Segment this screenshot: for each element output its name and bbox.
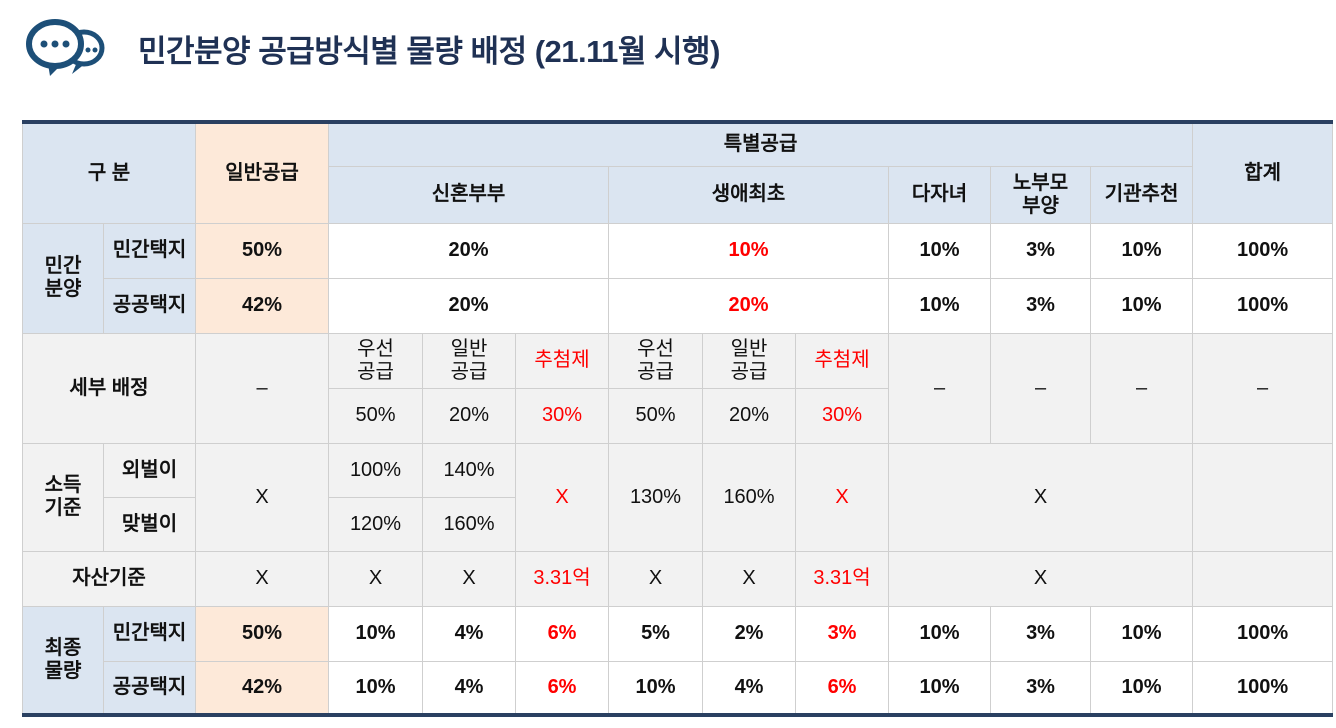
first-time-priority-value: 50% xyxy=(608,387,704,444)
sub-header-priority: 우선 공급 xyxy=(328,332,424,389)
first-time-priority-income: 130% xyxy=(608,442,704,552)
newlywed-lottery-income: X xyxy=(515,442,610,552)
institution-value: – xyxy=(1090,332,1194,444)
first-time-header: 생애최초 xyxy=(608,165,890,224)
total-value: 100% xyxy=(1192,277,1334,334)
newlywed-priority-value: 50% xyxy=(328,387,424,444)
institution-value: 10% xyxy=(1090,605,1194,662)
institution-header: 기관추천 xyxy=(1090,165,1194,224)
row-label: 민간택지 xyxy=(102,605,197,662)
first-time-value: 10% xyxy=(608,222,890,279)
general-value: 42% xyxy=(195,660,330,716)
multi-child-value: 10% xyxy=(888,222,992,279)
newlywed-value: 20% xyxy=(328,277,610,334)
total-income xyxy=(1192,442,1334,552)
first-time-priority-asset: X xyxy=(608,550,704,607)
total-value: – xyxy=(1192,332,1334,444)
first-time-general-final: 4% xyxy=(702,660,797,716)
others-asset: X xyxy=(888,550,1194,607)
newlywed-general-single: 140% xyxy=(422,442,517,498)
total-value: 100% xyxy=(1192,660,1334,716)
newlywed-lottery-final: 6% xyxy=(515,660,610,716)
general-value: – xyxy=(195,332,330,444)
single-income-label: 외벌이 xyxy=(102,442,197,498)
newlywed-lottery-asset: 3.31억 xyxy=(515,550,610,607)
first-time-lottery-income: X xyxy=(795,442,890,552)
first-time-lottery-final: 6% xyxy=(795,660,890,716)
dual-income-label: 맞벌이 xyxy=(102,496,197,552)
first-time-value: 20% xyxy=(608,277,890,334)
institution-value: 10% xyxy=(1090,660,1194,716)
first-time-priority-final: 10% xyxy=(608,660,704,716)
elderly-value: – xyxy=(990,332,1092,444)
total-header: 합계 xyxy=(1192,121,1334,224)
final-volume-label: 최종 물량 xyxy=(22,605,104,716)
page-header: 민간분양 공급방식별 물량 배정 (21.11월 시행) xyxy=(22,18,720,78)
first-time-lottery-final: 3% xyxy=(795,605,890,662)
multi-child-header: 다자녀 xyxy=(888,165,992,224)
multi-child-value: 10% xyxy=(888,660,992,716)
sub-header-lottery: 추첨제 xyxy=(795,332,890,389)
chat-bubbles-icon xyxy=(26,19,105,76)
sub-header-general: 일반 공급 xyxy=(702,332,797,389)
first-time-lottery-asset: 3.31억 xyxy=(795,550,890,607)
multi-child-value: – xyxy=(888,332,992,444)
newlywed-priority-asset: X xyxy=(328,550,424,607)
institution-value: 10% xyxy=(1090,277,1194,334)
newlywed-general-asset: X xyxy=(422,550,517,607)
first-time-lottery-value: 30% xyxy=(795,387,890,444)
private-sale-label: 민간 분양 xyxy=(22,222,104,334)
row-label: 민간택지 xyxy=(102,222,197,279)
general-value: 42% xyxy=(195,277,330,334)
general-value: X xyxy=(195,550,330,607)
total-value: 100% xyxy=(1192,222,1334,279)
row-label: 공공택지 xyxy=(102,660,197,716)
newlywed-general-value: 20% xyxy=(422,387,517,444)
elderly-value: 3% xyxy=(990,660,1092,716)
newlywed-general-final: 4% xyxy=(422,660,517,716)
multi-child-value: 10% xyxy=(888,605,992,662)
allocation-table: 구 분 일반공급 특별공급 합계 신혼부부 생애최초 다자녀 노부모 부양 기관추… xyxy=(21,120,1334,717)
newlywed-lottery-value: 30% xyxy=(515,387,610,444)
total-asset xyxy=(1192,550,1334,607)
newlywed-lottery-final: 6% xyxy=(515,605,610,662)
elderly-value: 3% xyxy=(990,277,1092,334)
income-criteria-label: 소득 기준 xyxy=(22,442,104,552)
special-supply-header: 특별공급 xyxy=(328,121,1194,167)
newlywed-value: 20% xyxy=(328,222,610,279)
newlywed-general-final: 4% xyxy=(422,605,517,662)
asset-criteria-label: 자산기준 xyxy=(21,550,197,607)
detail-allocation-label: 세부 배정 xyxy=(21,332,197,444)
first-time-general-final: 2% xyxy=(702,605,797,662)
first-time-priority-final: 5% xyxy=(608,605,704,662)
newlywed-priority-dual: 120% xyxy=(328,496,424,552)
first-time-general-income: 160% xyxy=(702,442,797,552)
sub-header-lottery: 추첨제 xyxy=(515,332,610,389)
row-label: 공공택지 xyxy=(102,277,197,334)
institution-value: 10% xyxy=(1090,222,1194,279)
newlywed-priority-single: 100% xyxy=(328,442,424,498)
multi-child-value: 10% xyxy=(888,277,992,334)
others-income: X xyxy=(888,442,1194,552)
newlywed-priority-final: 10% xyxy=(328,605,424,662)
category-header: 구 분 xyxy=(21,121,197,224)
elderly-value: 3% xyxy=(990,605,1092,662)
sub-header-general: 일반 공급 xyxy=(422,332,517,389)
page-title: 민간분양 공급방식별 물량 배정 (21.11월 시행) xyxy=(138,33,720,69)
elderly-value: 3% xyxy=(990,222,1092,279)
general-value: 50% xyxy=(195,605,330,662)
sub-header-priority: 우선 공급 xyxy=(608,332,704,389)
general-value: X xyxy=(195,442,330,552)
elderly-parent-header: 노부모 부양 xyxy=(990,165,1092,224)
general-supply-header: 일반공급 xyxy=(195,121,330,224)
general-value: 50% xyxy=(195,222,330,279)
first-time-general-value: 20% xyxy=(702,387,797,444)
total-value: 100% xyxy=(1192,605,1334,662)
first-time-general-asset: X xyxy=(702,550,797,607)
newlywed-header: 신혼부부 xyxy=(328,165,610,224)
newlywed-general-dual: 160% xyxy=(422,496,517,552)
newlywed-priority-final: 10% xyxy=(328,660,424,716)
